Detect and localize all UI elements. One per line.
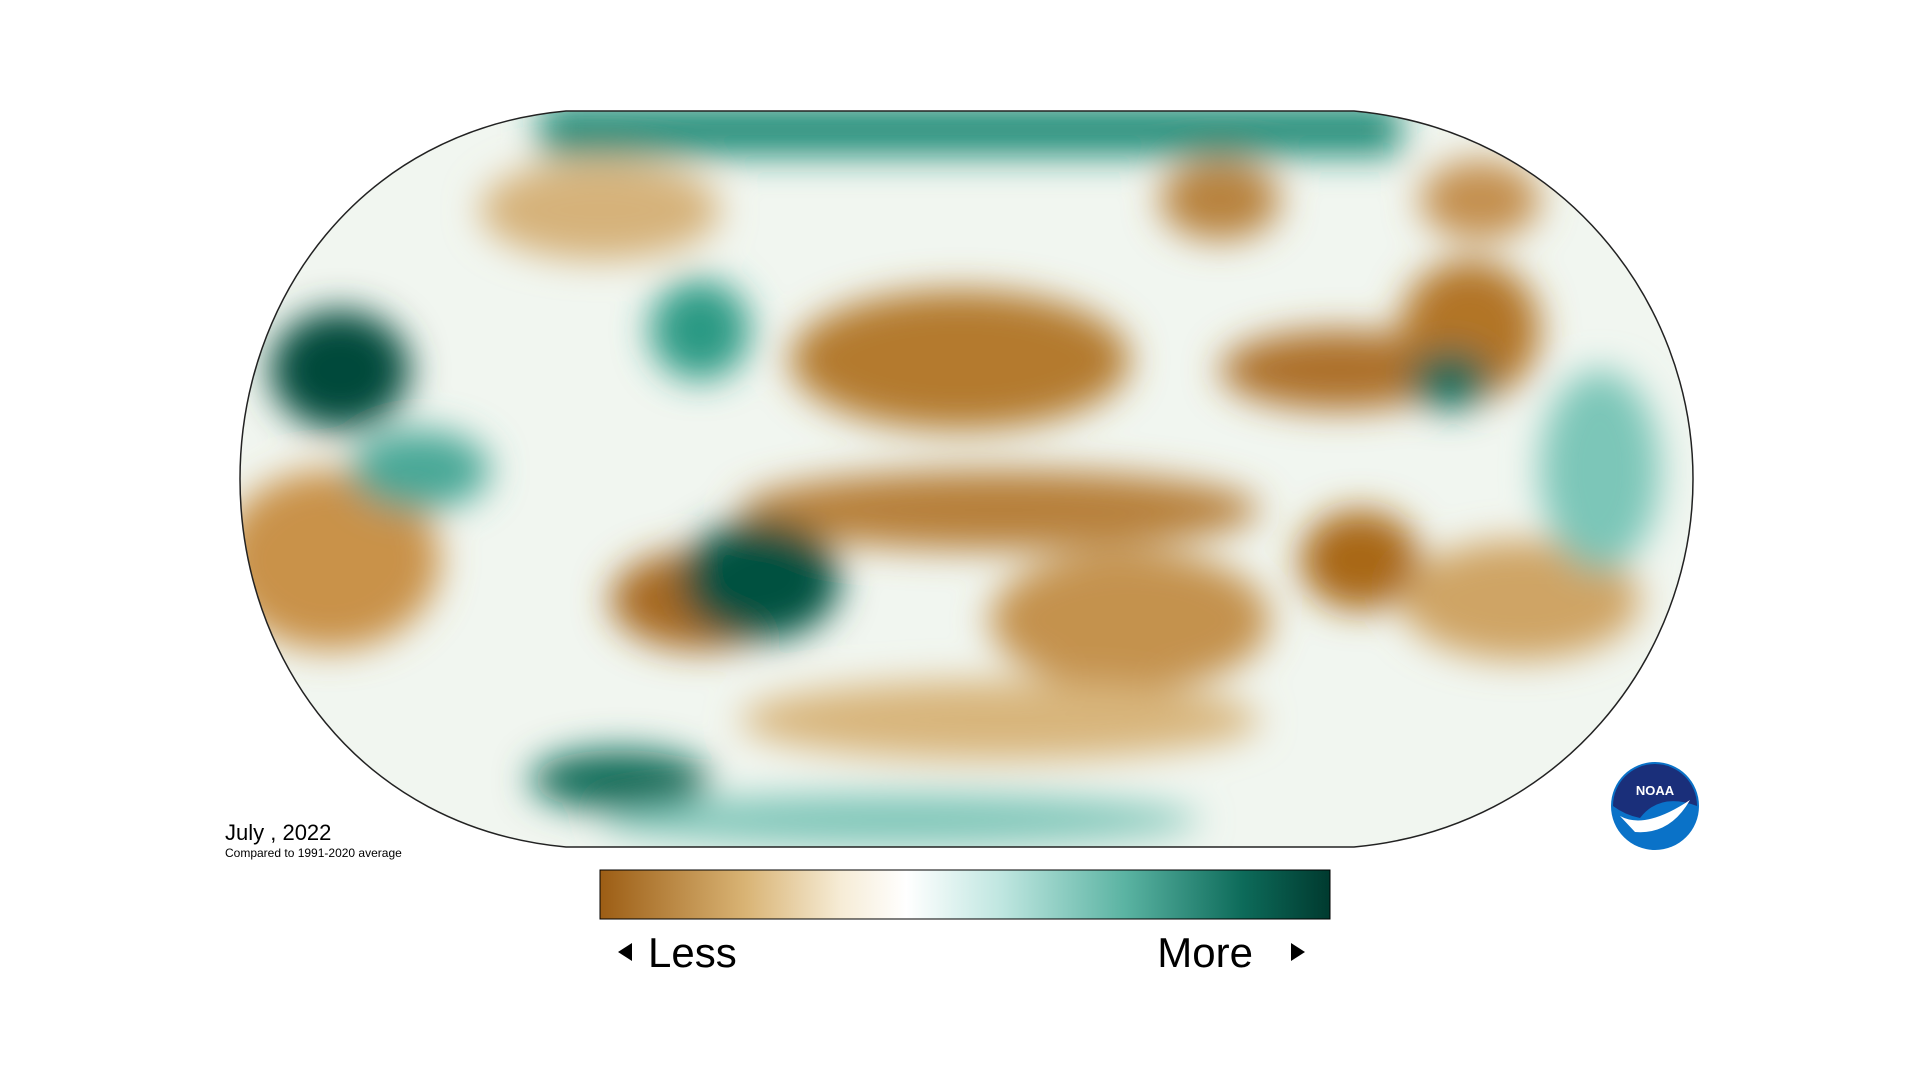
logo-text: NOAA [1636,783,1675,798]
caption-title: July , 2022 [225,820,331,845]
legend-more: More [1157,929,1253,976]
color-bar [599,869,1331,920]
caption-subtitle: Compared to 1991-2020 average [225,846,402,860]
map [240,111,1693,847]
less-arrow [618,943,632,961]
map-outline [239,110,1694,848]
anomaly-field [240,111,1660,845]
legend-less: Less [648,929,737,976]
noaa-logo: NOAA [1611,762,1699,850]
more-arrow [1291,943,1305,961]
